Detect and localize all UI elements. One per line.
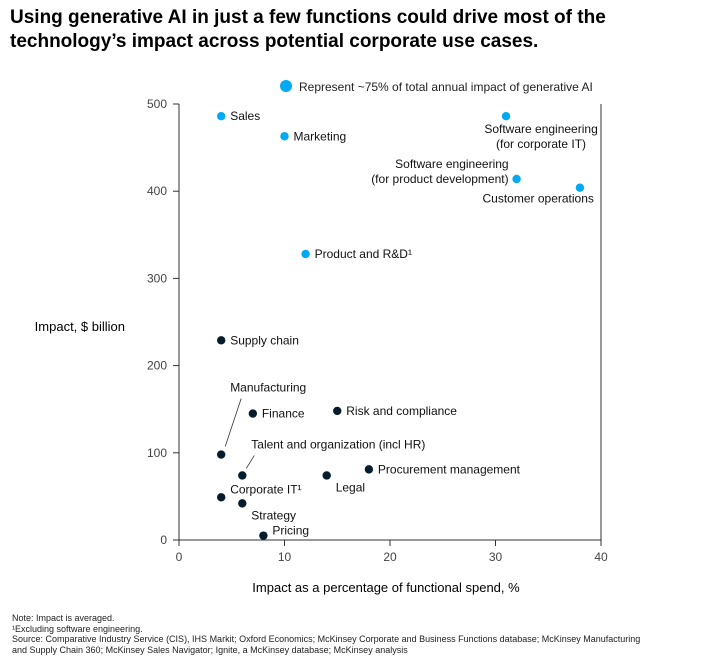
point-product-and-r-d: [301, 249, 310, 259]
point-manufacturing: [217, 450, 226, 459]
point-risk-and-compliance: [333, 406, 342, 416]
footnote-note: Note: Impact is averaged.: [12, 613, 115, 623]
legend-marker: [280, 80, 292, 92]
leader-line-talent: [245, 455, 255, 469]
y-tick-label: 100: [147, 446, 167, 460]
point-label-customer-operations: Customer operations: [483, 192, 594, 206]
axes: 0 100 200 300 400 500 0 10 20 30 40: [147, 97, 608, 564]
point-label-procurement-management: Procurement management: [378, 462, 521, 476]
point-talent-and-organization-incl-hr: [238, 471, 247, 480]
x-tick-label: 20: [383, 550, 397, 564]
point-label-legal: Legal: [336, 480, 365, 494]
y-axis-label: Impact, $ billion: [35, 319, 125, 334]
point-pricing: [259, 531, 268, 540]
point-sales: [217, 112, 226, 121]
point-label-risk-and-compliance: Risk and compliance: [346, 404, 457, 418]
point-software-engineering-for-product-development: [512, 174, 521, 184]
x-tick-label: 10: [278, 550, 292, 564]
x-axis-label: Impact as a percentage of functional spe…: [252, 580, 520, 595]
legend: Represent ~75% of total annual impact of…: [280, 80, 593, 94]
point-label-software-engineering-for-corporate-it: Software engineering (for corporate IT): [484, 122, 597, 151]
chart-title: Using generative AI in just a few functi…: [10, 7, 606, 52]
x-tick-label: 30: [489, 550, 503, 564]
point-supply-chain: [217, 336, 226, 345]
point-corporate-it: [217, 493, 226, 502]
footnote-exclusion: ¹Excluding software engineering.: [12, 623, 143, 634]
footnote-source: Source: Comparative Industry Service (CI…: [12, 634, 641, 655]
point-label-talent-and-organization-incl-hr: Talent and organization (incl HR): [251, 437, 425, 451]
point-label-sales: Sales: [230, 109, 260, 123]
point-legal: [322, 471, 331, 480]
point-label-product-and-r-d: Product and R&D¹: [315, 247, 412, 261]
point-label-finance: Finance: [262, 407, 305, 421]
point-software-engineering-for-corporate-it: [501, 112, 511, 121]
point-label-manufacturing: Manufacturing: [230, 381, 306, 395]
y-tick-label: 0: [160, 533, 167, 547]
point-marketing: [280, 132, 289, 141]
point-label-software-engineering-for-product-development: Software engineering (for product develop…: [371, 157, 508, 186]
data-points: Sales Marketing Software engineering (for c…: [217, 109, 598, 540]
point-procurement-management: [364, 465, 374, 474]
point-label-pricing: Pricing: [272, 524, 309, 538]
point-label-supply-chain: Supply chain: [230, 333, 299, 347]
y-tick-label: 300: [147, 271, 167, 285]
x-tick-label: 0: [176, 550, 183, 564]
point-label-strategy: Strategy: [251, 508, 296, 522]
y-tick-label: 400: [147, 184, 167, 198]
point-customer-operations: [575, 183, 585, 192]
x-tick-label: 40: [594, 550, 608, 564]
point-label-corporate-it: Corporate IT¹: [230, 482, 301, 496]
point-strategy: [238, 499, 247, 508]
point-finance: [248, 409, 258, 418]
point-label-marketing: Marketing: [294, 129, 347, 143]
y-tick-label: 200: [147, 359, 167, 373]
leader-line-manufacturing: [224, 398, 242, 447]
footnotes: Note: Impact is averaged. ¹Excluding sof…: [12, 613, 712, 655]
legend-label: Represent ~75% of total annual impact of…: [299, 80, 593, 94]
y-tick-label: 500: [147, 97, 167, 111]
